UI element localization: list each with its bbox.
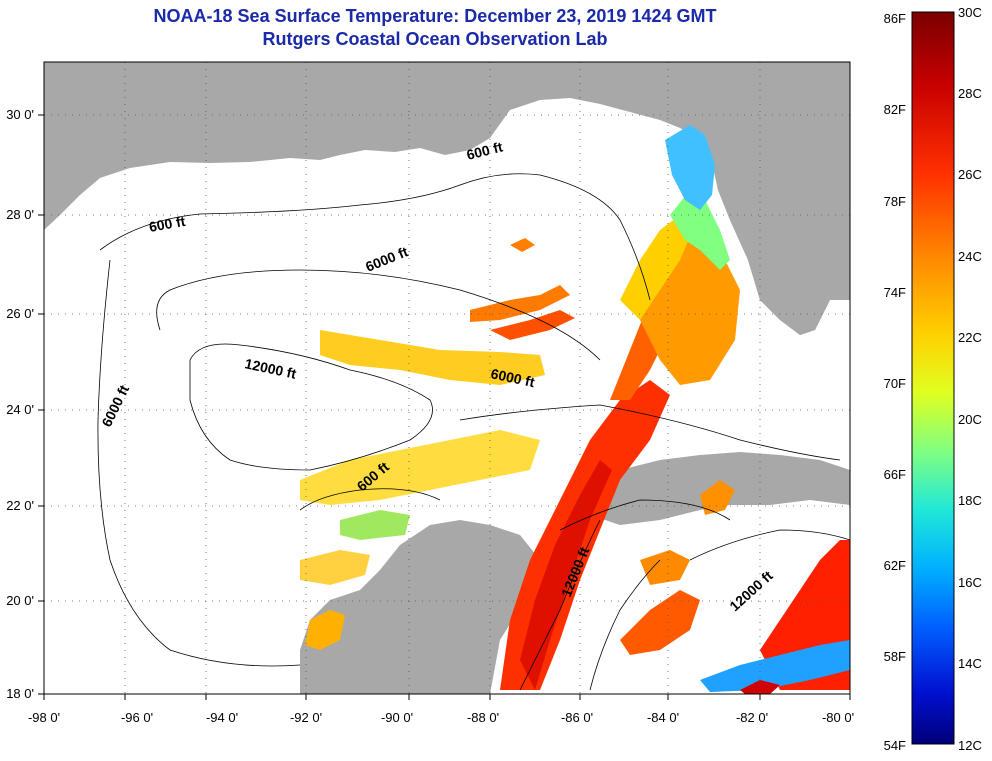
map-title: NOAA-18 Sea Surface Temperature: Decembe… <box>153 6 717 26</box>
f-label: 74F <box>884 285 906 300</box>
lon-tick-label: -90 0' <box>381 710 413 725</box>
sst-data <box>300 125 850 694</box>
colorbar-c-labels: 30C 28C 26C 24C 22C 20C 18C 16C 14C 12C <box>958 5 982 753</box>
lat-tick-label: 30 0' <box>6 107 34 122</box>
lon-tick-label: -88 0' <box>467 710 499 725</box>
f-label: 62F <box>884 558 906 573</box>
c-label: 14C <box>958 656 982 671</box>
f-label: 54F <box>884 738 906 753</box>
lon-tick-label: -92 0' <box>290 710 322 725</box>
c-label: 30C <box>958 5 982 20</box>
f-label: 86F <box>884 11 906 26</box>
c-label: 24C <box>958 249 982 264</box>
lon-tick-label: -98 0' <box>28 710 60 725</box>
c-label: 16C <box>958 575 982 590</box>
c-label: 26C <box>958 167 982 182</box>
f-label: 58F <box>884 649 906 664</box>
lon-tick-label: -94 0' <box>206 710 238 725</box>
c-label: 20C <box>958 412 982 427</box>
colorbar-f-labels: 86F 82F 78F 74F 70F 66F 62F 58F 54F <box>884 11 906 753</box>
contour-label: 600 ft <box>148 213 187 235</box>
map-subtitle: Rutgers Coastal Ocean Observation Lab <box>262 29 608 49</box>
lon-tick-label: -84 0' <box>647 710 679 725</box>
lat-lon-grid <box>44 62 850 694</box>
colorbar <box>911 11 955 745</box>
lat-tick-label: 28 0' <box>6 207 34 222</box>
f-label: 70F <box>884 376 906 391</box>
f-label: 66F <box>884 467 906 482</box>
lat-tick-label: 20 0' <box>6 593 34 608</box>
f-label: 78F <box>884 194 906 209</box>
lon-tick-label: -96 0' <box>121 710 153 725</box>
map-frame <box>43 61 851 695</box>
lon-tick-label: -86 0' <box>561 710 593 725</box>
bathymetry-contours <box>97 173 850 691</box>
lon-tick-label: -80 0' <box>822 710 854 725</box>
axis-ticks <box>38 114 851 700</box>
f-label: 82F <box>884 102 906 117</box>
c-label: 12C <box>958 738 982 753</box>
lat-tick-label: 18 0' <box>6 686 34 701</box>
c-label: 28C <box>958 86 982 101</box>
lon-tick-label: -82 0' <box>736 710 768 725</box>
yucatan-land <box>300 520 540 694</box>
c-label: 18C <box>958 493 982 508</box>
florida-land <box>712 80 850 335</box>
c-label: 22C <box>958 330 982 345</box>
lat-tick-label: 24 0' <box>6 402 34 417</box>
gulf-water <box>44 98 850 694</box>
lat-tick-label: 22 0' <box>6 498 34 513</box>
lat-tick-label: 26 0' <box>6 306 34 321</box>
